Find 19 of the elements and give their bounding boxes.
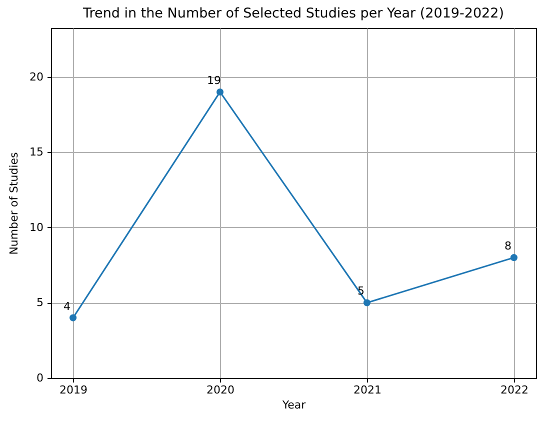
y-tick-label: 20: [30, 70, 44, 84]
data-label: 19: [207, 74, 222, 87]
point: [70, 314, 77, 322]
y-tick-label: 15: [30, 146, 44, 159]
chart-title: Trend in the Number of Selected Studies per Year (2019-2022): [82, 6, 504, 22]
point: [216, 88, 224, 96]
x-axis-title: Year: [281, 398, 306, 412]
y-tick-label: 0: [36, 372, 44, 384]
x-tick-label: 2022: [500, 384, 528, 396]
data-label: 8: [504, 240, 512, 253]
point: [510, 254, 518, 262]
x-tick-label: 2021: [353, 384, 382, 396]
data-label: 4: [64, 300, 71, 313]
y-axis-title: Number of Studies: [8, 152, 21, 255]
point: [363, 299, 371, 306]
y-tick-label: 10: [30, 220, 44, 234]
x-tick-label: 2019: [60, 384, 88, 396]
y-tick-label: 5: [36, 296, 44, 310]
x-tick-label: 2020: [206, 384, 235, 396]
